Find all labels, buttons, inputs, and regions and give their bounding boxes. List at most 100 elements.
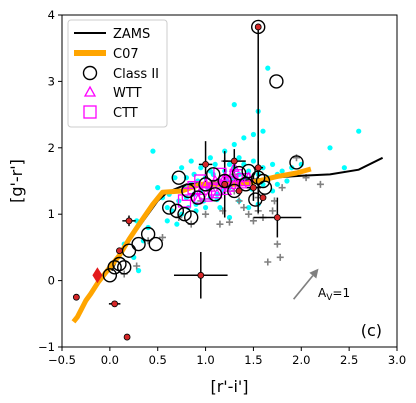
field-star-point [217,204,223,211]
field-star-point [207,155,213,161]
field-star-point [150,148,156,154]
field-star-point [164,204,170,211]
field-star-point [269,161,276,167]
field-star-point [155,185,161,191]
reddening-vector: AV=1 [293,268,350,303]
grey-plus-point [264,258,272,266]
class2-point [140,226,156,242]
y-tick-label: 3 [48,74,55,88]
legend-c07-label: C07 [113,47,139,62]
grey-plus-point [316,180,324,188]
red-point [235,187,243,195]
class2-point [112,256,127,272]
class2-point [241,163,256,179]
class2-point [238,177,253,192]
class2-point [102,268,118,283]
red-point [125,217,133,225]
class2-point [190,190,206,205]
field-star-point [250,158,257,164]
field-star-point [174,221,180,227]
x-tick-label: 0.5 [149,353,167,367]
class2-point [131,236,146,252]
x-tick-label: 2.0 [292,353,310,367]
field-star-point [164,218,170,224]
red-point [72,293,80,301]
field-star-point [327,145,333,151]
class2-point [251,170,266,185]
red-point [254,164,262,172]
legend-ctt-marker [83,105,97,119]
red-point [254,23,262,31]
field-star-point [265,65,271,71]
c07-line [71,166,312,324]
class2-point [161,200,177,215]
legend-class2-label: Class II [113,67,159,82]
field-star-point [250,131,257,138]
field-star-point [198,165,204,171]
field-star-point [260,128,266,134]
panel-label: (c) [361,321,382,340]
class2-point [289,155,304,170]
red-point [197,271,205,279]
x-tick-label: 1.0 [196,353,214,367]
grey-plus-point [245,210,253,218]
field-star-point [188,158,194,164]
red-point [221,180,229,188]
class2-point [255,173,271,189]
class2-point [169,203,185,219]
y-tick-label: −1 [38,340,55,354]
x-tick-label: 3.0 [388,353,406,367]
wtt-point [221,184,233,196]
class2-point [177,206,192,222]
class2-point [171,170,186,185]
x-tick-label: 1.5 [244,353,262,367]
red-point [123,333,131,341]
x-tick-label: −0.5 [48,353,76,367]
y-tick-label: 2 [48,141,55,155]
red-point [273,214,281,221]
red-point [111,300,119,308]
class2-point [206,167,221,182]
ctt-point [198,186,213,200]
red-diamond-point [92,267,103,284]
x-tick-label: 0.0 [101,353,119,367]
field-star-point [202,204,209,211]
field-star-point [241,135,247,141]
wtt-point [204,181,216,192]
class2-point [198,177,213,192]
grey-plus-point [159,233,166,241]
class2-point [117,260,132,275]
field-star-point [246,204,252,211]
reddening-arrow-head [309,268,319,279]
field-star-point [284,178,290,184]
y-tick-label: 1 [48,207,55,221]
field-star-point [274,181,280,187]
x-axis-label: [r'-i'] [210,377,248,396]
y-axis-label: [g'-r'] [7,159,26,203]
grey-plus-point [235,197,243,205]
class2-point [257,180,273,195]
grey-plus-point [273,240,281,248]
field-star-point [226,214,233,221]
field-star-point [356,128,362,134]
y-tick-label: 4 [48,8,55,22]
class2-point [148,236,164,252]
legend-zams-label: ZAMS [113,27,150,42]
class2-point [231,165,247,181]
wtt-point [226,168,238,179]
legend: ZAMS C07 Class II WTT CTT [67,19,168,128]
x-tick-label: 2.5 [340,353,358,367]
class2-point [184,210,199,225]
class2-point [107,260,122,275]
axis-ticks: −0.5 0.0 0.5 1.0 1.5 2.0 2.5 3.0 −1 0 1 2 3 4 [38,8,406,367]
field-star-point [231,141,237,148]
field-star-point [212,161,218,167]
legend-wtt-marker [83,85,97,97]
reddening-vector-label: AV=1 [318,286,350,303]
field-star-point [236,155,242,161]
grey-plus-point [249,217,257,225]
grey-plus-point [240,204,248,212]
grey-plus-point [226,218,233,226]
red-point [250,184,257,192]
